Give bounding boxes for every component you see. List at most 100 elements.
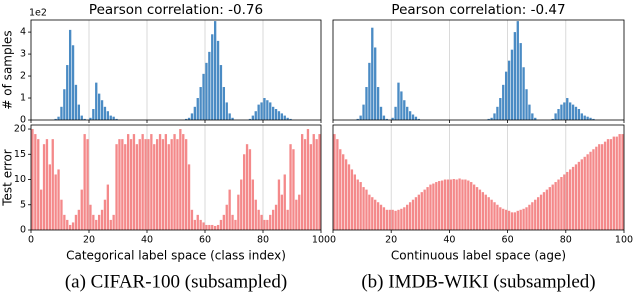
axes-frame [332,124,625,231]
bar [499,207,502,230]
bar [513,32,517,120]
bar [507,60,511,120]
bar [222,214,226,230]
bar [312,134,315,230]
bar [458,178,461,230]
bar [432,183,435,230]
x-tick-label: 40 [141,235,153,246]
bar [179,129,182,230]
bar [574,164,578,230]
bar [502,208,505,230]
bar [231,117,234,120]
y-tick-label: 0 [20,115,26,126]
x-tick-label: 100 [615,235,633,246]
bar [435,182,438,230]
x-tick-label: 0 [330,235,336,246]
bar [225,204,228,230]
bar [83,134,86,230]
bar [254,111,257,120]
bar [106,111,110,120]
bar [184,118,188,120]
bar [269,214,272,230]
bar [74,214,78,230]
bar [400,208,403,230]
y-tick-label: 3 [20,49,26,60]
bar [208,224,211,230]
bar [141,134,144,230]
bar [408,111,412,120]
bar [283,115,286,120]
bar [490,117,493,120]
bar [242,154,246,230]
bar [569,169,572,230]
x-tick-label: 100 [312,235,330,246]
bar [80,115,83,120]
bar [71,222,75,230]
bar [196,98,199,120]
bar [507,210,511,230]
bar [408,202,412,230]
bar [63,214,66,230]
bar [391,117,394,120]
bar [385,209,388,230]
bar [257,209,260,230]
bar [484,194,487,230]
bar [609,139,613,230]
bar [379,106,383,120]
bar [318,134,321,230]
bar [109,115,112,120]
bar [365,189,368,230]
bar [333,134,336,230]
bar [115,118,118,120]
bar [379,204,383,230]
bar [77,209,81,230]
bar [303,139,307,230]
bar [548,187,551,230]
bar [112,116,115,120]
bar [420,192,423,230]
bar [66,219,69,230]
bar [34,134,37,230]
bar [45,139,49,230]
bar [190,113,194,120]
bar [57,116,60,120]
bar [202,73,205,120]
bar [374,47,377,120]
bar [551,184,554,230]
bar [449,179,453,230]
bar [103,199,107,230]
bar [158,134,162,230]
bar [295,199,298,230]
bar [359,182,362,230]
x-tick-label: 60 [502,235,514,246]
bar [344,159,348,230]
bar [95,219,98,230]
bar [121,139,124,230]
bar [411,199,415,230]
bar [502,84,505,120]
bar [228,189,231,230]
bar [368,62,371,120]
bar [97,93,101,120]
bar [237,194,240,230]
bar [248,118,252,120]
bar [309,144,313,230]
chart-title: Pearson correlation: -0.76 [89,2,263,18]
bar [260,102,263,120]
bar [248,149,252,230]
bar [277,179,281,230]
bar [54,118,57,120]
bar [592,149,595,230]
y-axis-label: Test error [1,149,15,207]
bar [219,65,223,120]
bar [298,194,301,230]
bar [545,189,549,230]
bar [89,117,92,120]
bar [86,139,89,230]
bar [490,199,493,230]
bar [234,219,237,230]
bar [213,21,217,121]
bar [560,176,563,230]
bar [443,179,447,230]
